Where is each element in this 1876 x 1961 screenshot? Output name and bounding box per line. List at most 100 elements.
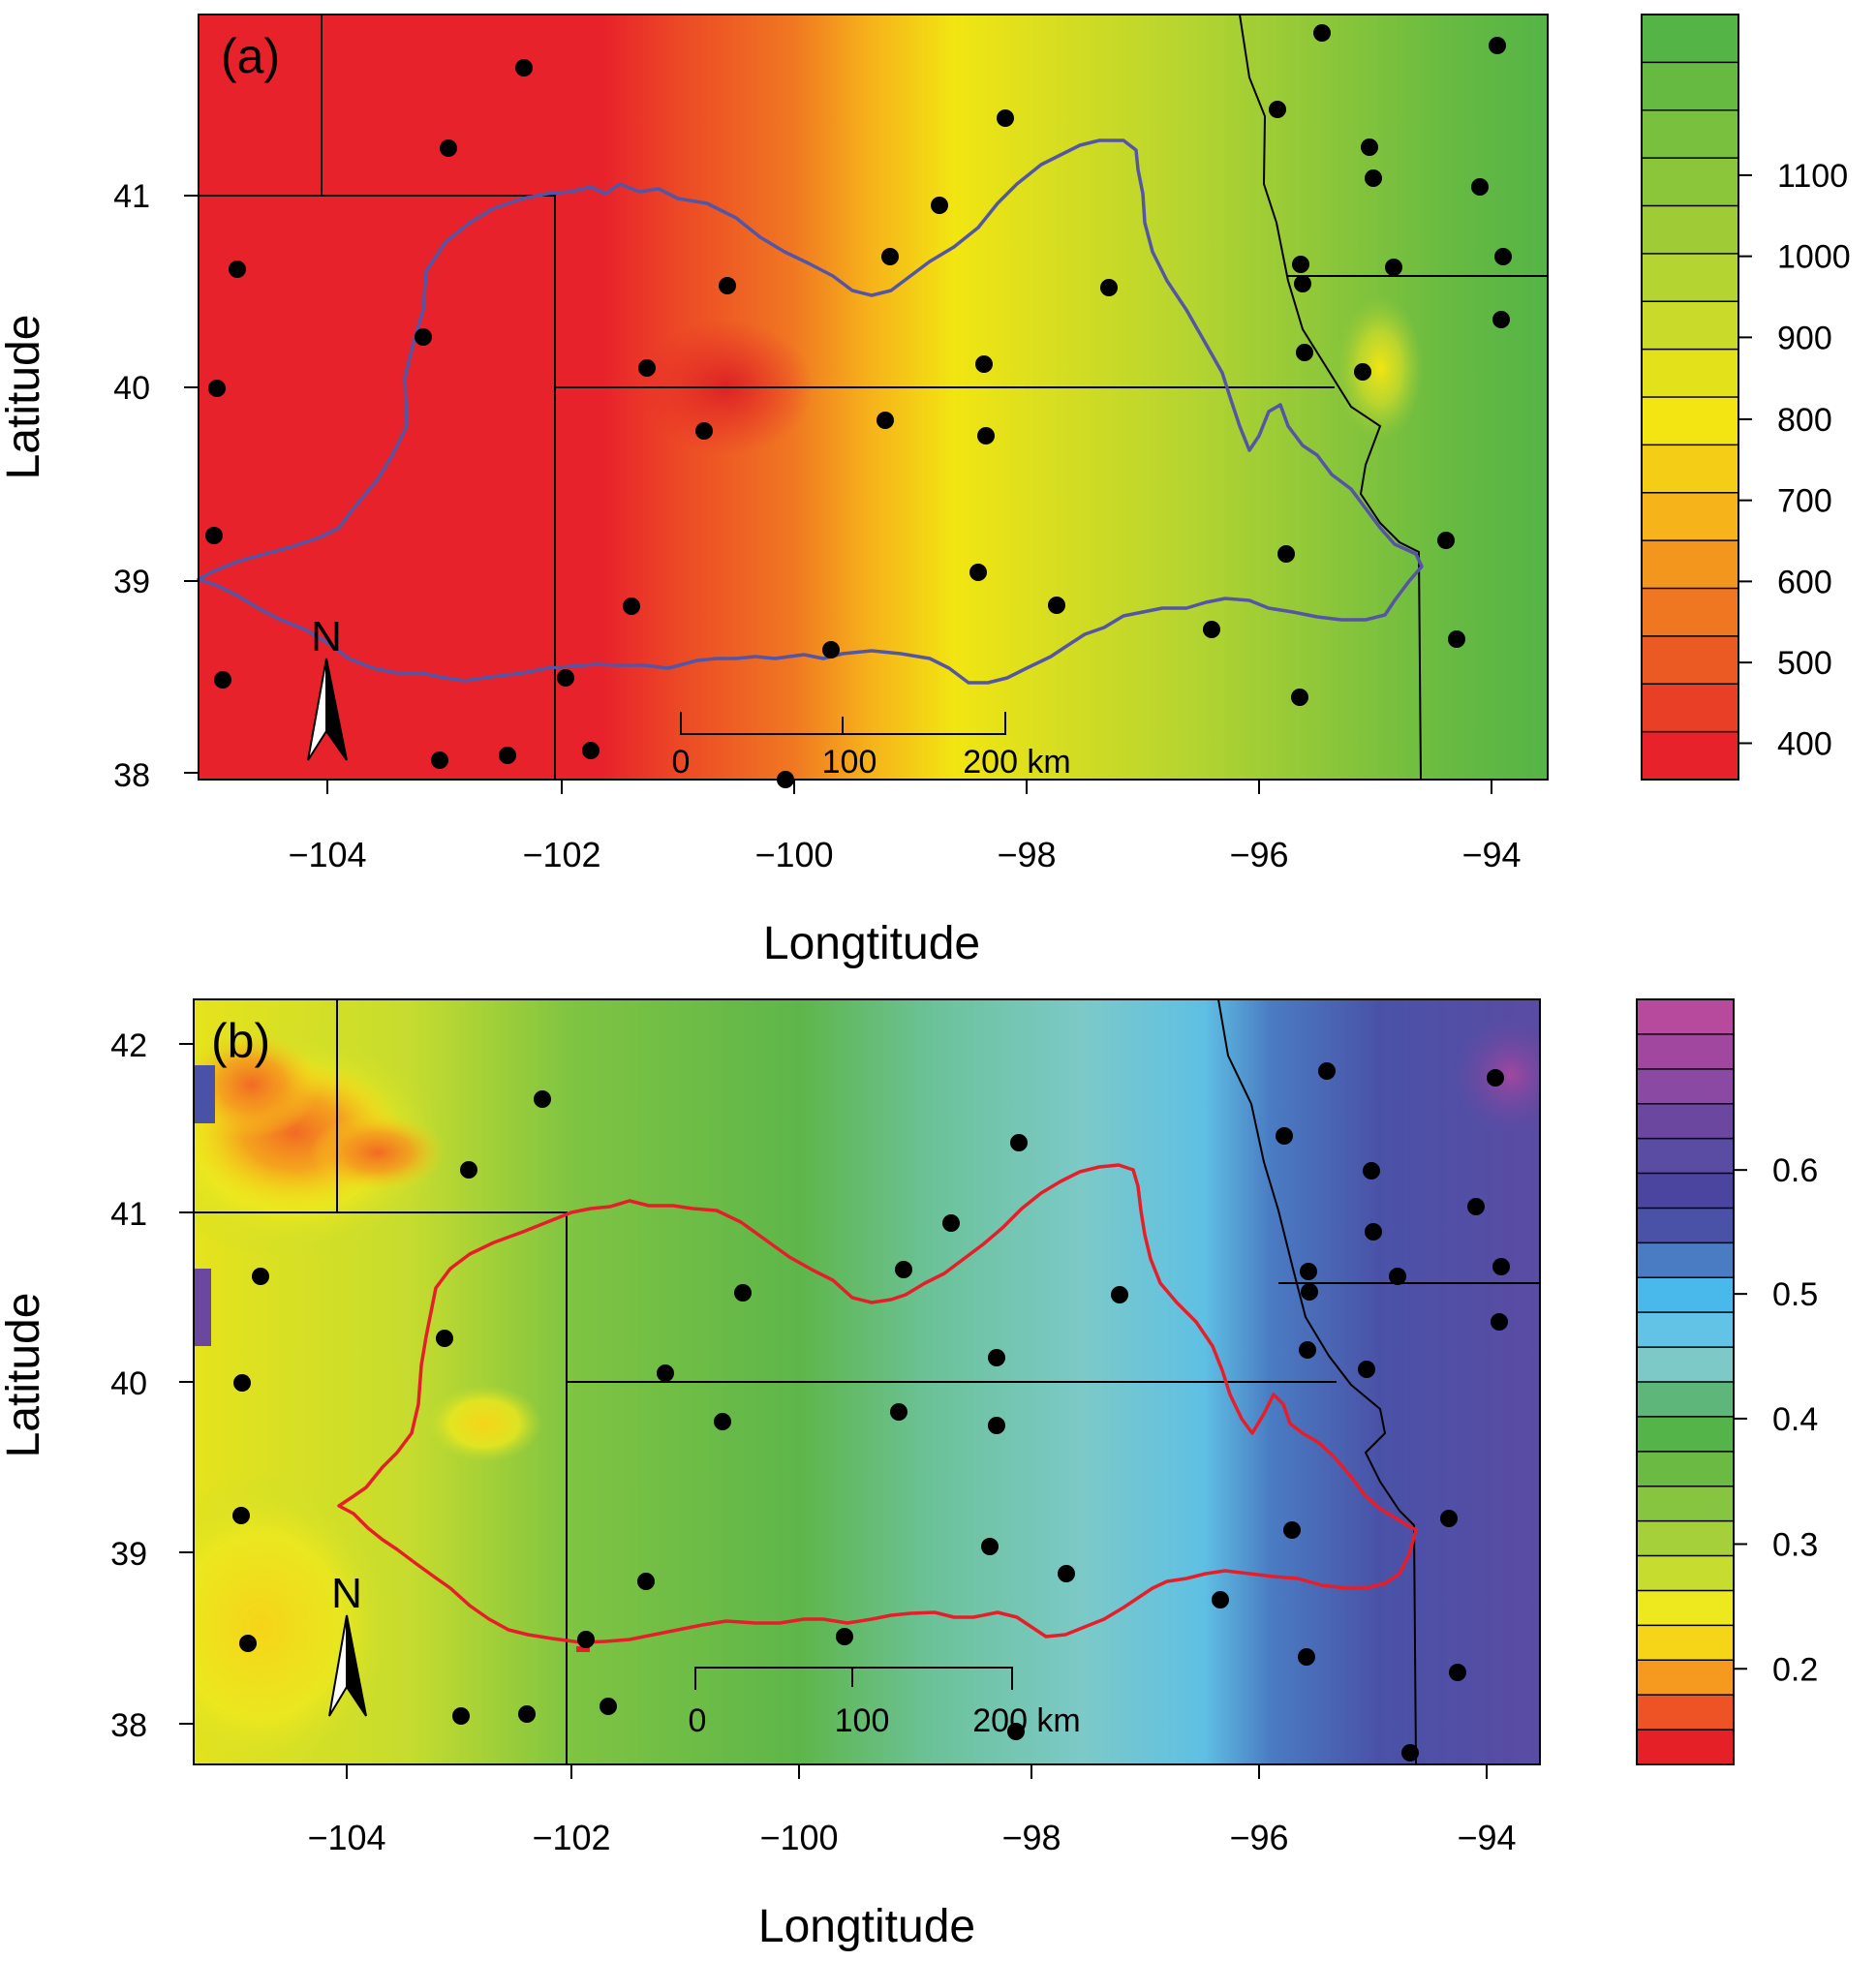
station-marker [1058, 1565, 1075, 1582]
colorbar-band [1637, 1555, 1734, 1591]
station-marker [1492, 311, 1510, 328]
panel-b-north-arrow-icon: N [328, 1570, 367, 1717]
station-marker [822, 641, 840, 659]
panel-a-colorbar [1642, 15, 1738, 781]
station-marker [436, 1330, 453, 1347]
panel-b-label: (b) [211, 1014, 270, 1068]
station-marker [931, 197, 948, 214]
colorbar-band [1642, 253, 1738, 302]
panel-a-xlabel: Longtitude [763, 918, 980, 969]
colorbar-band [1637, 1277, 1734, 1313]
colorbar-band [1637, 1312, 1734, 1348]
colorbar-band [1637, 1033, 1734, 1070]
panel-b-ytick-38: 38 [110, 1707, 147, 1744]
station-marker [1389, 1268, 1406, 1285]
colorbar-band [1642, 492, 1738, 541]
panel-a-y-axis [184, 195, 199, 774]
panel-a-state-borders [199, 15, 1548, 780]
station-marker [638, 359, 656, 377]
panel-b-stations [232, 1062, 1510, 1762]
panel-b-colorbar-frame [1636, 998, 1735, 1765]
station-marker [657, 1364, 674, 1382]
panel-b-colorbar-ticks: 0.2 0.3 0.4 0.5 0.6 [1734, 1152, 1818, 1688]
panel-b-colorbar [1637, 999, 1734, 1765]
colorbar-band [1637, 1347, 1734, 1383]
panel-a-colorbar-ticks: 400 500 600 700 800 900 1000 1100 [1738, 158, 1851, 762]
colorbar-band [1637, 1173, 1734, 1209]
colorbar-band [1642, 158, 1738, 206]
panel-a-xtick-102: −102 [522, 835, 600, 874]
station-marker [1291, 689, 1308, 706]
station-marker [1467, 1198, 1485, 1215]
panel-b-xtick-96: −96 [1229, 1818, 1288, 1857]
panel-a-ytick-39: 39 [113, 564, 150, 600]
station-marker [969, 564, 987, 581]
colorbar-band [1642, 15, 1738, 63]
station-marker [1313, 24, 1331, 42]
panel-b-north-label: N [331, 1570, 362, 1617]
colorbar-band [1637, 1208, 1734, 1243]
station-marker [1007, 1723, 1025, 1740]
colorbar-band [1637, 1242, 1734, 1278]
colorbar-band [1642, 731, 1738, 781]
colorbar-band [1637, 1382, 1734, 1418]
station-marker [836, 1628, 853, 1645]
station-marker [1111, 1286, 1128, 1303]
station-marker [1449, 1664, 1466, 1681]
station-marker [1385, 259, 1402, 276]
station-marker [714, 1413, 731, 1430]
station-marker [557, 669, 574, 687]
station-marker [890, 1403, 907, 1421]
panel-a-xtick-96: −96 [1229, 835, 1288, 874]
colorbar-tick-label: 900 [1777, 320, 1832, 356]
colorbar-band [1637, 1590, 1734, 1626]
panel-a-scale-label-200: 200 km [963, 744, 1071, 781]
panel-a-north-arrow-icon: N [307, 613, 348, 761]
station-marker [415, 328, 432, 346]
station-marker [1491, 1313, 1508, 1331]
colorbar-band [1642, 684, 1738, 733]
panel-a-ylabel: Latitude [0, 315, 49, 480]
colorbar-band [1642, 444, 1738, 494]
station-marker [1489, 37, 1506, 54]
station-marker [229, 260, 246, 278]
station-marker [1401, 1744, 1419, 1762]
station-marker [1298, 1648, 1315, 1666]
station-marker [1471, 178, 1489, 196]
station-marker [1361, 138, 1378, 156]
panel-b-xtick-102: −102 [532, 1818, 610, 1857]
station-marker [734, 1284, 752, 1302]
station-marker [1437, 532, 1455, 549]
colorbar-tick-label: 700 [1777, 483, 1832, 520]
station-marker [1292, 256, 1309, 273]
colorbar-tick-label: 0.4 [1772, 1401, 1818, 1438]
station-marker [637, 1573, 655, 1590]
colorbar-band [1637, 1138, 1734, 1175]
station-marker [895, 1261, 912, 1278]
colorbar-tick-label: 0.3 [1772, 1526, 1818, 1563]
colorbar-tick-label: 600 [1777, 564, 1832, 600]
panel-b-xlabel: Longtitude [758, 1901, 975, 1952]
panel-a-colorbar-frame [1641, 14, 1739, 781]
panel-b-xtick-100: −100 [759, 1818, 838, 1857]
station-marker [1354, 363, 1371, 381]
panel-a-watershed-outline [197, 138, 1424, 685]
station-marker [208, 380, 226, 397]
panel-a-xtick-104: −104 [288, 835, 366, 874]
station-marker [623, 597, 640, 615]
station-marker [460, 1161, 477, 1179]
station-marker [1487, 1069, 1504, 1087]
panel-a-xtick-98: −98 [997, 835, 1056, 874]
colorbar-band [1637, 1660, 1734, 1696]
panel-a-scale-bar [680, 712, 1006, 735]
panel-a-xtick-100: −100 [754, 835, 833, 874]
colorbar-band [1642, 205, 1738, 255]
station-marker [975, 355, 993, 373]
station-marker [1494, 248, 1512, 265]
station-marker [1365, 169, 1382, 187]
panel-b-scale-bar [694, 1667, 1013, 1690]
station-marker [1296, 344, 1313, 361]
station-marker [600, 1698, 617, 1715]
colorbar-band [1642, 540, 1738, 589]
station-marker [977, 427, 995, 444]
